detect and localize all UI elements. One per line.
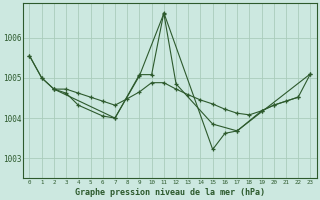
X-axis label: Graphe pression niveau de la mer (hPa): Graphe pression niveau de la mer (hPa) <box>75 188 265 197</box>
